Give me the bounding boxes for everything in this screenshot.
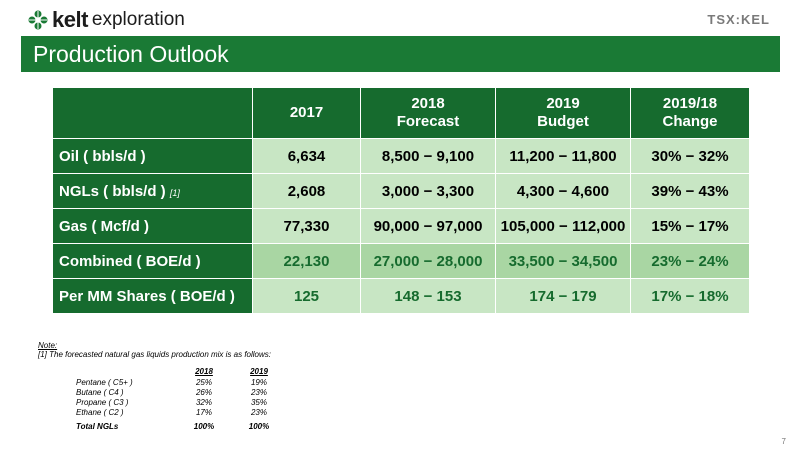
mix-cell: Ethane ( C2 ): [76, 407, 124, 417]
footnote-ref: [1]: [169, 187, 180, 198]
table-cell: 15% − 17%: [630, 208, 750, 244]
mix-total-cell: 100%: [248, 421, 270, 431]
mix-cell: 35%: [250, 397, 267, 407]
mix-row: Propane ( C3 ) 32% 35%: [76, 397, 284, 407]
table-row: Combined ( BOE/d ) 22,130 27,000 − 28,000 3…: [52, 243, 750, 279]
title-bar: Production Outlook: [21, 36, 780, 72]
mix-cell: 17%: [195, 407, 212, 417]
table-row: Per MM Shares ( BOE/d ) 125 148 − 153 174 −…: [52, 278, 750, 314]
row-label: NGLs ( bbls/d ) [1]: [52, 173, 253, 209]
mix-row: Butane ( C4 ) 26% 23%: [76, 387, 284, 397]
mix-total-row: Total NGLs 100% 100%: [76, 417, 284, 431]
column-header: 2019/18 Change: [630, 87, 750, 139]
table-cell: 6,634: [252, 138, 361, 174]
mix-cell: 26%: [195, 387, 212, 397]
mix-cell: Pentane ( C5+ ): [76, 377, 133, 387]
column-header: 2018 Forecast: [360, 87, 496, 139]
row-label: Combined ( BOE/d ): [52, 243, 253, 279]
column-header: 2019 Budget: [495, 87, 631, 139]
mix-cell: 19%: [250, 377, 267, 387]
table-cell: 22,130: [252, 243, 361, 279]
row-label: Gas ( Mcf/d ): [52, 208, 253, 244]
kelt-flower-icon: [28, 10, 48, 30]
row-label: Per MM Shares ( BOE/d ): [52, 278, 253, 314]
table-cell: 90,000 − 97,000: [360, 208, 496, 244]
brand-name: kelt: [52, 7, 88, 32]
table-cell: 148 − 153: [360, 278, 496, 314]
production-table: 2017 2018 Forecast 2019 Budget 2019/18 Chan…: [52, 87, 750, 314]
table-header-row: 2017 2018 Forecast 2019 Budget 2019/18 Chan…: [52, 87, 750, 139]
table-cell: 4,300 − 4,600: [495, 173, 631, 209]
table-row: NGLs ( bbls/d ) [1] 2,608 3,000 − 3,300 4,3…: [52, 173, 750, 209]
stock-ticker: TSX:KEL: [707, 12, 770, 27]
table-cell: 125: [252, 278, 361, 314]
table-cell: 3,000 − 3,300: [360, 173, 496, 209]
mix-cell: Butane ( C4 ): [76, 387, 124, 397]
table-cell: 33,500 − 34,500: [495, 243, 631, 279]
page-number: 7: [781, 437, 786, 446]
table-row: Oil ( bbls/d ) 6,634 8,500 − 9,100 11,200 −…: [52, 138, 750, 174]
mix-col-header: 2019: [250, 367, 268, 376]
table-cell: 174 − 179: [495, 278, 631, 314]
note-block: Note: [1] The forecasted natural gas liq…: [38, 341, 271, 359]
table-cell: 23% − 24%: [630, 243, 750, 279]
mix-cell: 25%: [195, 377, 212, 387]
mix-header-row: 2018 2019: [76, 366, 284, 377]
mix-cell: 23%: [250, 407, 267, 417]
mix-row: Ethane ( C2 ) 17% 23%: [76, 407, 284, 417]
table-cell: 77,330: [252, 208, 361, 244]
table-cell: 8,500 − 9,100: [360, 138, 496, 174]
table-cell: 17% − 18%: [630, 278, 750, 314]
table-cell: 2,608: [252, 173, 361, 209]
mix-cell: 32%: [195, 397, 212, 407]
mix-row: Pentane ( C5+ ) 25% 19%: [76, 377, 284, 387]
table-cell: 39% − 43%: [630, 173, 750, 209]
mix-total-cell: Total NGLs: [76, 421, 119, 431]
table-cell: 30% − 32%: [630, 138, 750, 174]
row-label: Oil ( bbls/d ): [52, 138, 253, 174]
table-row: Gas ( Mcf/d ) 77,330 90,000 − 97,000 105,00…: [52, 208, 750, 244]
table-cell: 11,200 − 11,800: [495, 138, 631, 174]
mix-col-header: 2018: [195, 367, 213, 376]
mix-total-cell: 100%: [193, 421, 215, 431]
table-cell: 105,000 − 112,000: [495, 208, 631, 244]
mix-cell: Propane ( C3 ): [76, 397, 129, 407]
note-heading: Note:: [38, 341, 58, 350]
brand-tag: exploration: [91, 9, 185, 30]
table-cell: 27,000 − 28,000: [360, 243, 496, 279]
mix-cell: 23%: [250, 387, 267, 397]
table-corner: [52, 87, 253, 139]
page-title: Production Outlook: [33, 41, 229, 67]
company-logo: kelt exploration: [28, 7, 185, 33]
column-header: 2017: [252, 87, 361, 139]
note-line: [1] The forecasted natural gas liquids p…: [38, 350, 272, 359]
ngl-mix-table: 2018 2019 Pentane ( C5+ ) 25% 19% Butane ( …: [76, 366, 284, 431]
